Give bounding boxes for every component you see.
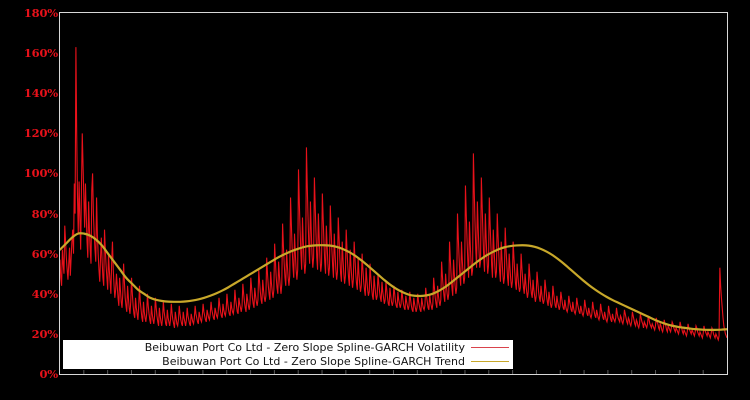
legend-item-volatility: Beibuwan Port Co Ltd - Zero Slope Spline… (63, 341, 509, 355)
y-tick-label-120: 120% (23, 126, 58, 141)
plot-svg (60, 47, 727, 374)
y-tick-label-0: 0% (39, 367, 58, 381)
y-tick-label-180: 180% (23, 6, 58, 20)
y-tick-label-100: 100% (23, 166, 58, 181)
legend-swatch-trend (471, 361, 509, 362)
y-tick-label-140: 140% (23, 86, 58, 101)
trend-series-line (60, 232, 727, 332)
plot-area (59, 12, 728, 375)
legend-item-trend: Beibuwan Port Co Ltd - Zero Slope Spline… (63, 355, 509, 369)
y-tick-label-40: 40% (31, 286, 59, 301)
y-tick-label-60: 60% (31, 246, 59, 261)
chart-legend: Beibuwan Port Co Ltd - Zero Slope Spline… (63, 340, 513, 369)
legend-swatch-volatility (471, 347, 509, 348)
volatility-series-line (60, 47, 727, 342)
legend-label-volatility: Beibuwan Port Co Ltd - Zero Slope Spline… (144, 340, 465, 354)
y-tick-label-160: 160% (23, 46, 58, 61)
y-tick-label-80: 80% (31, 206, 59, 221)
y-tick-label-20: 20% (31, 326, 59, 341)
legend-label-trend: Beibuwan Port Co Ltd - Zero Slope Spline… (162, 354, 465, 368)
x-axis-tick-marks (83, 370, 704, 374)
